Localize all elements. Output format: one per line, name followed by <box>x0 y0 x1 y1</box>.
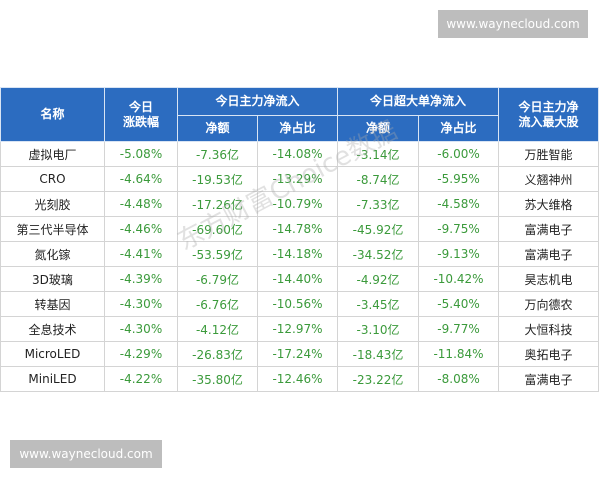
table-cell: -12.46% <box>256 366 339 392</box>
table-cell: -3.10亿 <box>337 316 420 342</box>
table-cell: -8.74亿 <box>337 166 420 192</box>
table-cell: 3D玻璃 <box>0 266 105 292</box>
table-cell: -4.12亿 <box>177 316 258 342</box>
table-cell: -17.26亿 <box>177 191 258 217</box>
watermark: www.waynecloud.com <box>438 10 588 38</box>
table-cell: 昊志机电 <box>498 266 600 292</box>
table-cell: -10.56% <box>256 291 339 317</box>
table-cell: -9.13% <box>418 241 500 267</box>
table-cell: -8.08% <box>418 366 500 392</box>
table-row: CRO -4.64% -19.53亿 -13.29% -8.74亿 -5.95% 义翘神州 <box>0 166 600 192</box>
table-row: MicroLED -4.29% -26.83亿 -17.24% -18.43亿 -11.8… <box>0 341 600 367</box>
table-cell: -4.64% <box>104 166 178 192</box>
header-line: 今日主力净 <box>518 99 579 114</box>
table: 名称 今日 涨跌幅 今日主力净流入 今日超大单净流入 今日主力净 流入最大股 净额 … <box>0 87 600 392</box>
table-cell: -12.97% <box>256 316 339 342</box>
table-cell: 义翘神州 <box>498 166 600 192</box>
table-cell: 虚拟电厂 <box>0 141 105 167</box>
table-cell: -11.84% <box>418 341 500 367</box>
table-cell: -4.46% <box>104 216 178 242</box>
table-cell: 富满电子 <box>498 241 600 267</box>
table-cell: -4.92亿 <box>337 266 420 292</box>
table-row: 虚拟电厂 -5.08% -7.36亿 -14.08% -3.14亿 -6.00% 万胜智能 <box>0 141 600 167</box>
table-row: 转基因 -4.30% -6.76亿 -10.56% -3.45亿 -5.40% 万向德农 <box>0 291 600 317</box>
table-cell: -4.48% <box>104 191 178 217</box>
table-cell: -6.00% <box>418 141 500 167</box>
header-line: 流入最大股 <box>518 114 579 129</box>
table-cell: 氮化镓 <box>0 241 105 267</box>
table-cell: 富满电子 <box>498 216 600 242</box>
table-cell: -14.08% <box>256 141 339 167</box>
header-line: 涨跌幅 <box>122 114 159 129</box>
table-row: 第三代半导体 -4.46% -69.60亿 -14.78% -45.92亿 -9.75% 富… <box>0 216 600 242</box>
table-cell: -7.33亿 <box>337 191 420 217</box>
table-cell: 万向德农 <box>498 291 600 317</box>
table-cell: 光刻胶 <box>0 191 105 217</box>
header-cell: 今日超大单净流入 <box>337 87 500 116</box>
table-cell: -14.78% <box>256 216 339 242</box>
table-cell: -3.45亿 <box>337 291 420 317</box>
header-cell: 净额 <box>337 115 420 142</box>
table-cell: -45.92亿 <box>337 216 420 242</box>
table-body: 虚拟电厂 -5.08% -7.36亿 -14.08% -3.14亿 -6.00% 万胜智能 C… <box>0 141 600 392</box>
table-cell: 万胜智能 <box>498 141 600 167</box>
table-cell: -19.53亿 <box>177 166 258 192</box>
table-cell: -5.40% <box>418 291 500 317</box>
table-row: 氮化镓 -4.41% -53.59亿 -14.18% -34.52亿 -9.13% 富满电子 <box>0 241 600 267</box>
table-row: 全息技术 -4.30% -4.12亿 -12.97% -3.10亿 -9.77% 大恒科技 <box>0 316 600 342</box>
table-cell: CRO <box>0 166 105 192</box>
header-line: 今日 <box>128 99 153 114</box>
table-cell: -10.42% <box>418 266 500 292</box>
table-cell: 大恒科技 <box>498 316 600 342</box>
table-cell: 奥拓电子 <box>498 341 600 367</box>
table-cell: -7.36亿 <box>177 141 258 167</box>
table-cell: -26.83亿 <box>177 341 258 367</box>
table-cell: 全息技术 <box>0 316 105 342</box>
table-cell: -18.43亿 <box>337 341 420 367</box>
header-cell: 今日 涨跌幅 <box>104 87 178 142</box>
table-cell: -4.41% <box>104 241 178 267</box>
table-cell: -9.77% <box>418 316 500 342</box>
table-cell: -5.08% <box>104 141 178 167</box>
table-cell: -6.76亿 <box>177 291 258 317</box>
table-cell: -4.39% <box>104 266 178 292</box>
table-cell: -14.18% <box>256 241 339 267</box>
table-cell: -4.30% <box>104 316 178 342</box>
table-cell: 转基因 <box>0 291 105 317</box>
table-cell: -13.29% <box>256 166 339 192</box>
header-cell: 今日主力净流入 <box>176 87 339 116</box>
table-row: 3D玻璃 -4.39% -6.79亿 -14.40% -4.92亿 -10.42% 昊志机电 <box>0 266 600 292</box>
header-cell: 净占比 <box>256 115 339 142</box>
table-cell: -14.40% <box>256 266 339 292</box>
table-cell: -4.30% <box>104 291 178 317</box>
header-cell: 名称 <box>0 87 105 142</box>
table-cell: 富满电子 <box>498 366 600 392</box>
table-cell: -6.79亿 <box>177 266 258 292</box>
table-cell: -35.80亿 <box>177 366 258 392</box>
table-cell: -3.14亿 <box>337 141 420 167</box>
table-cell: -4.22% <box>104 366 178 392</box>
table-cell: MicroLED <box>0 341 105 367</box>
table-row: 光刻胶 -4.48% -17.26亿 -10.79% -7.33亿 -4.58% 苏大维格 <box>0 191 600 217</box>
table-cell: -9.75% <box>418 216 500 242</box>
table-cell: -17.24% <box>256 341 339 367</box>
watermark: www.waynecloud.com <box>10 440 162 468</box>
table-cell: MiniLED <box>0 366 105 392</box>
table-row: MiniLED -4.22% -35.80亿 -12.46% -23.22亿 -8.08%… <box>0 366 600 392</box>
table-cell: -23.22亿 <box>337 366 420 392</box>
header-cell: 净占比 <box>418 115 500 142</box>
table-cell: 苏大维格 <box>498 191 600 217</box>
table-cell: -4.29% <box>104 341 178 367</box>
table-cell: -34.52亿 <box>337 241 420 267</box>
table-cell: -4.58% <box>418 191 500 217</box>
header-cell: 今日主力净 流入最大股 <box>498 87 600 142</box>
table-cell: -5.95% <box>418 166 500 192</box>
header-cell: 净额 <box>177 115 258 142</box>
table-cell: 第三代半导体 <box>0 216 105 242</box>
